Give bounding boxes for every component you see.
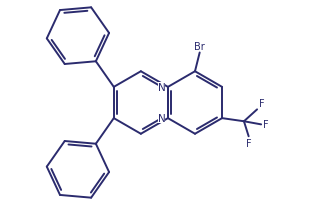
Text: Br: Br <box>194 42 205 52</box>
Text: F: F <box>263 120 269 130</box>
Text: F: F <box>259 99 264 109</box>
Text: N: N <box>158 114 166 124</box>
Text: N: N <box>158 82 166 92</box>
Text: F: F <box>246 138 251 148</box>
